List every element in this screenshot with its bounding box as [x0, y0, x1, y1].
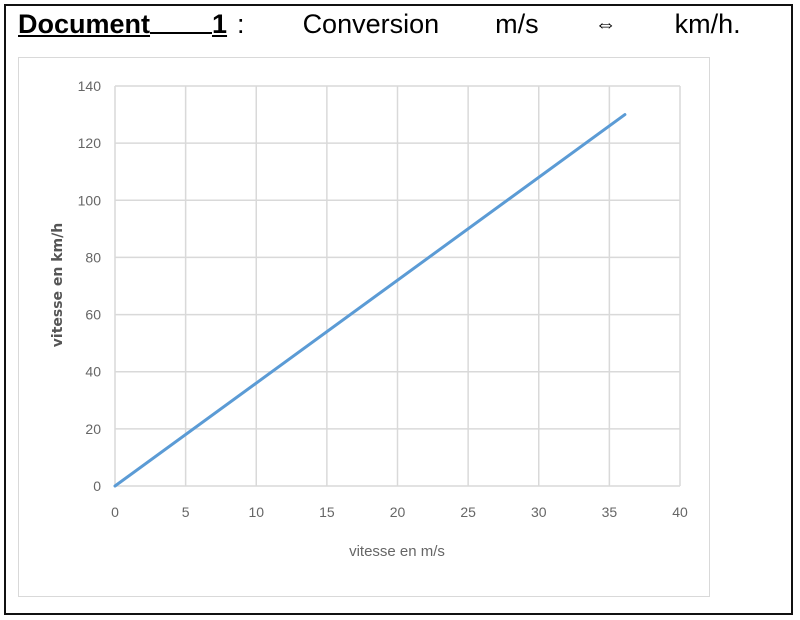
y-tick-label: 20 — [85, 421, 101, 437]
series-line — [113, 113, 627, 488]
x-tick-label: 0 — [111, 504, 119, 520]
colon: : — [237, 8, 245, 39]
x-tick-label: 10 — [248, 504, 264, 520]
x-tick-label: 5 — [182, 504, 190, 520]
title-word-conversion: Conversion — [302, 8, 440, 39]
underline-gap — [150, 6, 213, 34]
y-tick-label: 60 — [85, 307, 101, 323]
x-tick-label: 25 — [460, 504, 476, 520]
chart-area — [18, 57, 710, 597]
y-tick-label: 120 — [78, 135, 102, 151]
y-tick-label: 40 — [85, 364, 101, 380]
y-tick-label: 80 — [85, 249, 101, 265]
y-tick-label: 0 — [93, 478, 101, 494]
x-axis-label: vitesse en m/s — [349, 543, 445, 560]
y-tick-label: 100 — [78, 192, 102, 208]
title-word-kmh: km/h. — [674, 8, 741, 39]
x-tick-label: 40 — [672, 504, 688, 520]
x-tick-label: 35 — [602, 504, 618, 520]
y-tick-label: 140 — [78, 78, 102, 94]
doc-label: Document — [18, 8, 151, 39]
x-tick-label: 15 — [319, 504, 335, 520]
equivalence-arrow-icon: ⇔ — [594, 11, 617, 36]
title-word-ms: m/s — [495, 8, 539, 39]
y-axis-label: vitesse en km/h — [50, 223, 66, 347]
document-frame — [4, 4, 793, 615]
x-tick-label: 30 — [531, 504, 547, 520]
document-title: Document 1 : Conversion m/s ⇔ km/h. — [18, 6, 784, 42]
x-tick-label: 20 — [390, 504, 406, 520]
doc-number: 1 — [212, 8, 228, 39]
